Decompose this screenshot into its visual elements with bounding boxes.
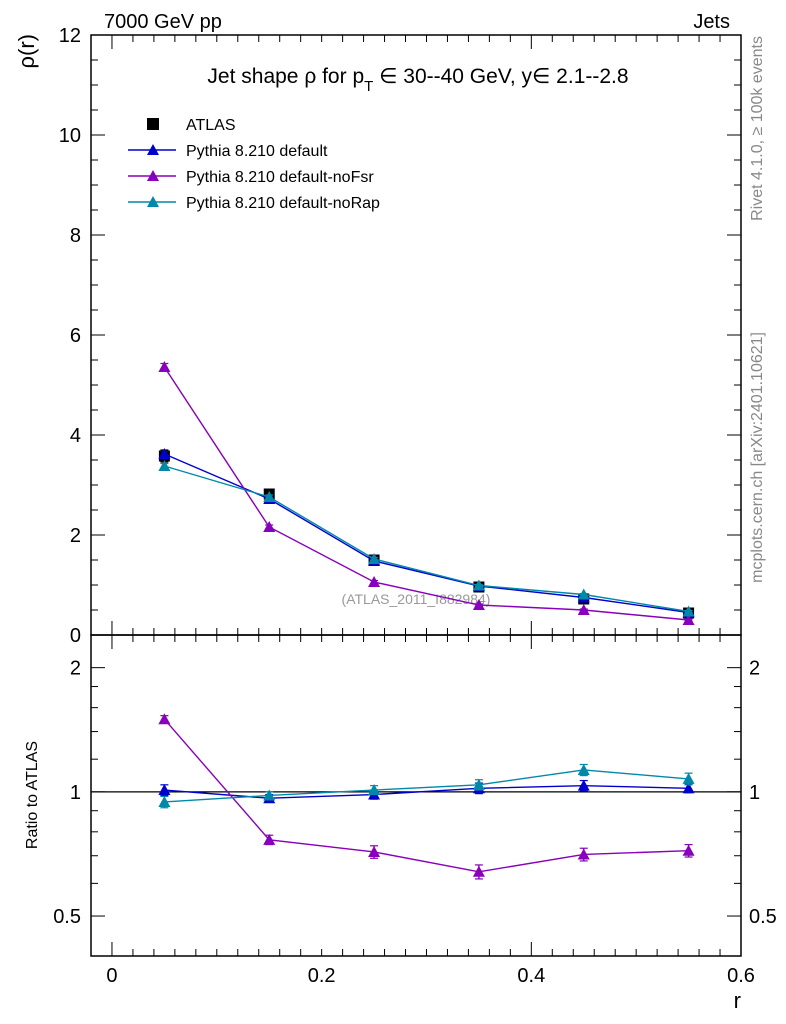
main-point-noFsr [158, 361, 171, 372]
ratio-plot-frame [90, 634, 742, 957]
ratio-series-noRap [158, 763, 695, 809]
main-y-tick-label: 0 [70, 625, 81, 647]
ratio-y-tick-label: 1 [70, 782, 81, 804]
header-left: 7000 GeV pp [104, 11, 222, 33]
x-tick-label: 0.6 [727, 965, 755, 987]
main-series-noRap [158, 460, 695, 617]
ratio-y-tick-label: 2 [70, 658, 81, 680]
main-point-noRap [577, 588, 590, 600]
legend-marker-default [147, 144, 159, 155]
main-point-noFsr [472, 599, 485, 610]
main-point-noRap [158, 460, 171, 471]
main-y-tick-label: 10 [59, 125, 81, 147]
ratio-point-default [158, 784, 171, 796]
main-y-tick-label: 12 [59, 25, 81, 47]
ratio-y-tick-label-right: 1 [749, 782, 760, 804]
legend-label-noRap: Pythia 8.210 default-noRap [186, 195, 380, 212]
ratio-point-noRap [682, 772, 695, 784]
title-part-a: Jet shape ρ for p [207, 65, 364, 88]
ratio-point-noRap [158, 795, 171, 807]
chart-title: Jet shape ρ for pT ∈ 30--40 GeV, y∈ 2.1-… [207, 65, 628, 95]
ratio-point-noFsr [682, 844, 695, 856]
title-subscript: T [364, 78, 373, 95]
ratio-point-default [577, 779, 590, 791]
analysis-watermark: (ATLAS_2011_I882984) [342, 591, 491, 607]
x-tick-label: 0.2 [308, 965, 336, 987]
ratio-point-noRap [368, 784, 381, 796]
x-tick-label: 0 [106, 965, 117, 987]
ratio-point-noFsr [472, 865, 485, 877]
title-part-b: ∈ 30--40 GeV, y∈ 2.1--2.8 [373, 65, 628, 88]
legend-label-atlas: ATLAS [186, 117, 236, 134]
main-line-noRap [164, 465, 689, 613]
x-tick-label: 0.4 [517, 965, 545, 987]
ratio-series-noFsr [158, 713, 695, 880]
legend-marker-noFsr [147, 170, 159, 181]
main-y-tick-label: 4 [70, 425, 81, 447]
main-point-noRap [368, 553, 381, 564]
main-point-noFsr [682, 614, 695, 625]
ratio-line-noFsr [163, 718, 689, 873]
ratio-point-default [682, 782, 695, 794]
ratio-point-noFsr [158, 713, 171, 725]
ratio-y-tick-label: 0.5 [53, 906, 81, 928]
ratio-point-noFsr [368, 845, 381, 857]
main-point-noFsr [368, 576, 381, 587]
y-axis-label: ρ(r) [14, 34, 39, 69]
main-point-noRap [472, 579, 485, 591]
main-point-noFsr [577, 604, 590, 615]
legend-label-noFsr: Pythia 8.210 default-noFsr [186, 169, 374, 186]
main-line-default [164, 453, 689, 614]
header-right: Jets [693, 11, 730, 33]
mcplots-label: mcplots.cern.ch [arXiv:2401.10621] [749, 332, 766, 583]
main-point-noRap [682, 605, 695, 617]
ratio-point-noRap [263, 789, 276, 801]
ratio-y-tick-label-right: 0.5 [749, 906, 777, 928]
main-line-noFsr [163, 366, 689, 621]
main-point-noRap [263, 491, 276, 502]
ratio-y-axis-label: Ratio to ATLAS [24, 741, 41, 849]
main-point-default [158, 448, 171, 459]
x-axis-label: r [734, 988, 741, 1013]
legend-label-default: Pythia 8.210 default [186, 143, 328, 160]
rivet-label: Rivet 4.1.0, ≥ 100k events [749, 36, 766, 221]
legend-marker-atlas [147, 118, 159, 130]
main-y-tick-label: 6 [70, 325, 81, 347]
ratio-point-noRap [472, 778, 485, 790]
main-point-noFsr [263, 521, 276, 532]
ratio-point-noRap [577, 763, 590, 775]
main-y-tick-label: 2 [70, 525, 81, 547]
main-y-tick-label: 8 [70, 225, 81, 247]
main-series-noFsr [158, 361, 695, 625]
legend-marker-noRap [147, 196, 159, 207]
ratio-y-tick-label-right: 2 [749, 658, 760, 680]
ratio-point-noFsr [577, 848, 590, 860]
ratio-point-noFsr [263, 833, 276, 845]
ratio-line-noRap [164, 769, 689, 803]
